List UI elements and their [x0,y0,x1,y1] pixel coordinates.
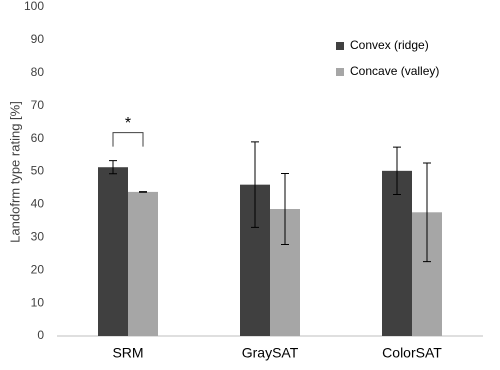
x-tick-label: ColorSAT [382,345,442,361]
y-tick-label: 50 [31,164,45,178]
significance-marker: * [125,115,131,132]
legend-label: Convex (ridge) [350,38,429,52]
bar [382,170,412,336]
error-bar [423,162,431,263]
y-tick-label: 0 [37,328,44,342]
error-bar [139,191,147,193]
error-bar [393,146,401,196]
legend-swatch [336,42,344,50]
legend-label: Concave (valley) [350,64,439,78]
y-tick-label: 80 [31,65,45,79]
x-tick-label: SRM [112,345,143,361]
error-bar [281,172,289,246]
legend-swatch [336,68,344,76]
error-bar [251,141,259,228]
y-axis-label: Landofrm type rating [%] [7,101,22,243]
x-tick-label: GraySAT [242,345,299,361]
bar [98,167,128,336]
y-tick-label: 20 [31,262,45,276]
y-tick-label: 30 [31,229,45,243]
y-tick-label: 40 [31,197,45,211]
significance-bracket [112,132,144,147]
y-tick-label: 90 [31,32,45,46]
y-tick-label: 100 [24,0,44,13]
y-tick-label: 60 [31,131,45,145]
error-bar [109,160,117,175]
y-tick-label: 70 [31,98,45,112]
bar [128,191,158,336]
y-tick-label: 10 [31,295,45,309]
